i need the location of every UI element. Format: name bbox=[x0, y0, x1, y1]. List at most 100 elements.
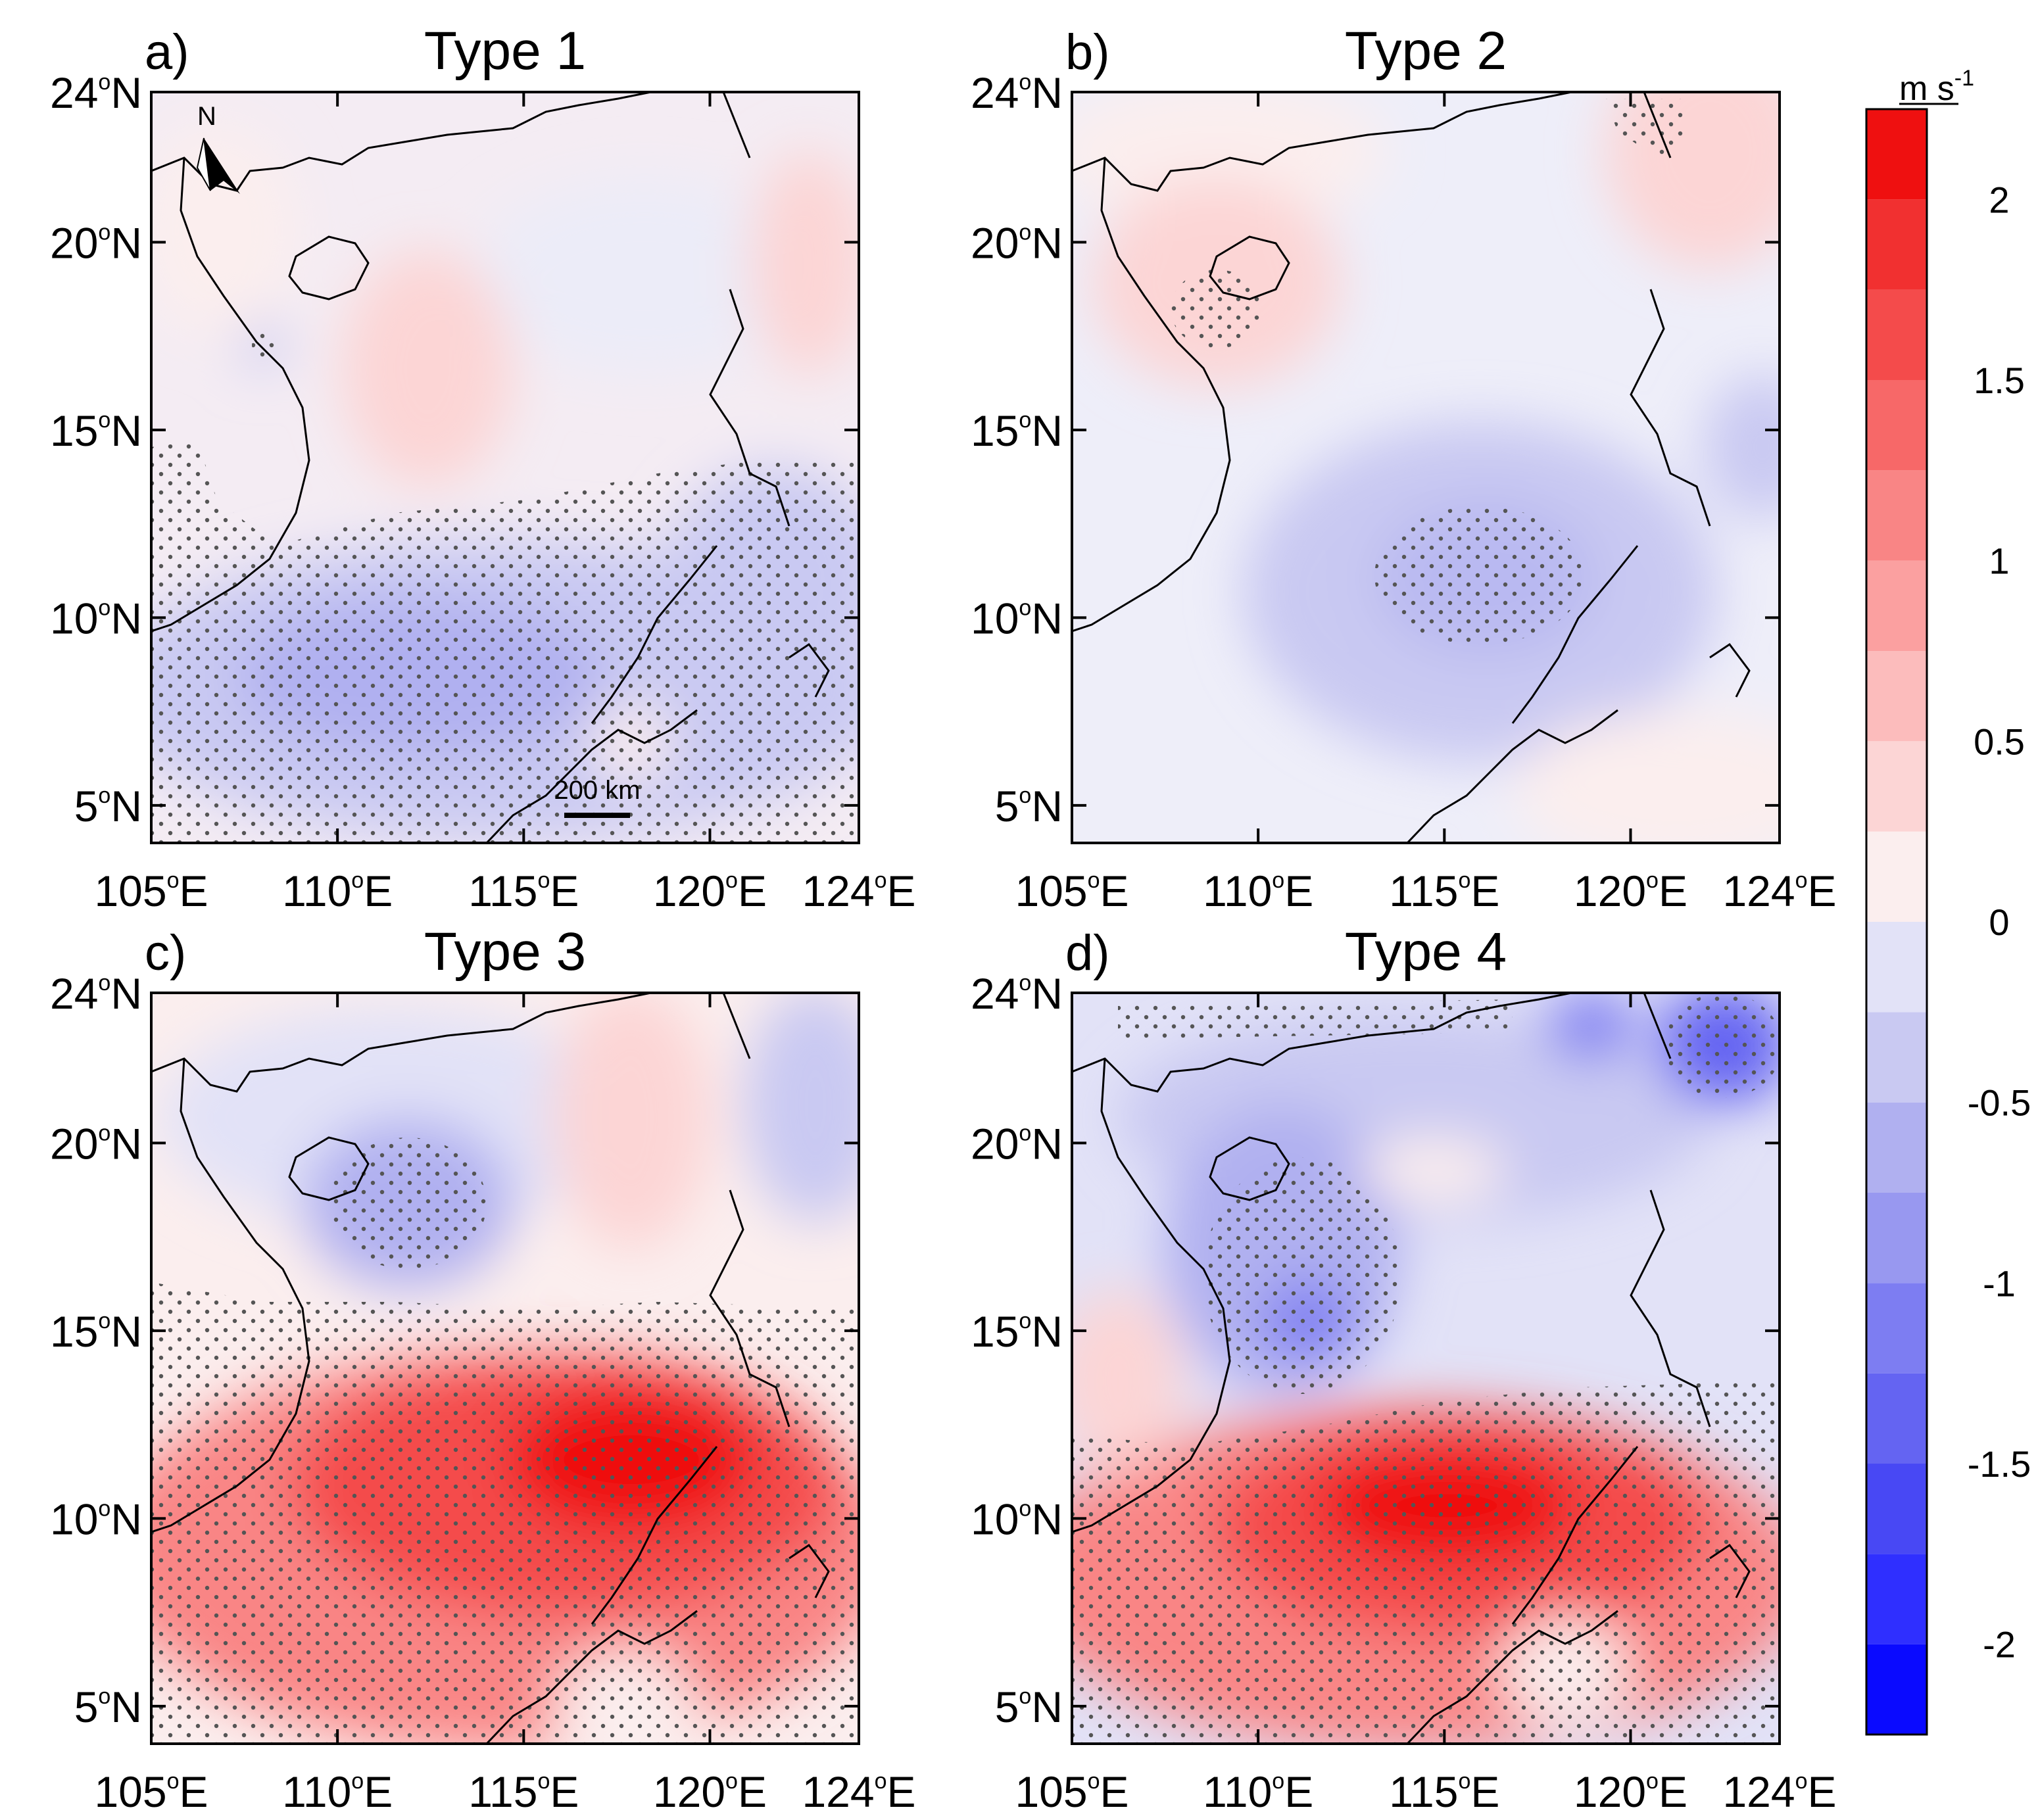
lat-hemisphere: N bbox=[110, 68, 142, 117]
degree-sign: o bbox=[1019, 783, 1031, 808]
lat-degree: 15 bbox=[971, 406, 1019, 455]
degree-sign: o bbox=[98, 1496, 110, 1521]
degree-sign: o bbox=[1019, 970, 1031, 995]
lat-hemisphere: N bbox=[110, 406, 142, 455]
degree-sign: o bbox=[98, 70, 110, 95]
lon-hemisphere: E bbox=[364, 1767, 393, 1816]
degree-sign: o bbox=[1272, 868, 1284, 893]
colorbar-box bbox=[1866, 831, 1927, 922]
degree-sign: o bbox=[1019, 70, 1031, 95]
colorbar-box bbox=[1866, 1102, 1927, 1193]
lat-tick-label: 24oN bbox=[50, 969, 142, 1018]
colorbar-tick-label: -1 bbox=[1983, 1262, 2016, 1304]
lon-degree: 105 bbox=[1015, 867, 1087, 915]
degree-sign: o bbox=[1795, 1769, 1808, 1794]
lon-tick-label: 115oE bbox=[468, 1767, 579, 1816]
degree-sign: o bbox=[725, 868, 738, 893]
lat-hemisphere: N bbox=[110, 969, 142, 1018]
degree-sign: o bbox=[1088, 1769, 1100, 1794]
lat-hemisphere: N bbox=[110, 1307, 142, 1356]
lat-degree: 20 bbox=[50, 1119, 98, 1168]
lon-degree: 105 bbox=[1015, 1767, 1087, 1816]
degree-sign: o bbox=[1019, 595, 1031, 620]
lon-degree: 120 bbox=[653, 1767, 725, 1816]
degree-sign: o bbox=[875, 868, 887, 893]
lon-degree: 115 bbox=[1389, 867, 1458, 915]
degree-sign: o bbox=[1458, 1769, 1470, 1794]
lat-degree: 15 bbox=[50, 1307, 98, 1356]
stipple-region bbox=[151, 1282, 859, 1744]
lat-degree: 15 bbox=[971, 1307, 1019, 1356]
lat-degree: 24 bbox=[50, 969, 98, 1018]
map-frame bbox=[150, 91, 860, 844]
lat-tick-label: 20oN bbox=[971, 218, 1063, 267]
scale-bar: 200 km bbox=[554, 776, 641, 818]
lat-degree: 5 bbox=[74, 782, 99, 830]
lat-hemisphere: N bbox=[1031, 68, 1063, 117]
lon-tick-label: 124oE bbox=[802, 1767, 915, 1816]
anomaly-field bbox=[1072, 92, 1780, 843]
panel-d: d) Type 4 bbox=[1065, 922, 1781, 1745]
degree-sign: o bbox=[1646, 868, 1659, 893]
lon-degree: 120 bbox=[1574, 867, 1646, 915]
colorbar-box bbox=[1866, 1554, 1927, 1644]
lat-degree: 10 bbox=[50, 594, 98, 642]
lat-hemisphere: N bbox=[1031, 1119, 1063, 1168]
lon-tick-label: 120oE bbox=[653, 1767, 767, 1816]
degree-sign: o bbox=[1019, 1496, 1031, 1521]
lat-tick-label: 15oN bbox=[971, 406, 1063, 455]
lat-hemisphere: N bbox=[110, 594, 142, 642]
degree-sign: o bbox=[98, 1684, 110, 1709]
degree-sign: o bbox=[351, 1769, 364, 1794]
lat-tick-label: 15oN bbox=[50, 406, 142, 455]
colorbar-box bbox=[1866, 651, 1927, 742]
map-frame bbox=[1071, 992, 1781, 1745]
lon-tick-label: 115oE bbox=[1389, 867, 1499, 915]
scale-bar-label: 200 km bbox=[554, 776, 640, 805]
colorbar-box bbox=[1866, 741, 1927, 832]
lon-degree: 124 bbox=[802, 867, 874, 915]
colorbar-box bbox=[1866, 560, 1927, 651]
lat-degree: 20 bbox=[50, 218, 98, 267]
lon-degree: 110 bbox=[282, 867, 351, 915]
anomaly-field bbox=[1072, 993, 1780, 1744]
colorbar-tick-label: 2 bbox=[1989, 179, 2009, 220]
colorbar-tick-label: -1.5 bbox=[1968, 1443, 2031, 1485]
panel-title: Type 4 bbox=[1345, 922, 1507, 982]
lon-hemisphere: E bbox=[1659, 867, 1687, 915]
degree-sign: o bbox=[98, 783, 110, 808]
degree-sign: o bbox=[98, 1308, 110, 1333]
lon-hemisphere: E bbox=[1470, 1767, 1499, 1816]
colorbar-unit: m s-1 bbox=[1899, 66, 1974, 108]
lon-degree: 115 bbox=[468, 1767, 537, 1816]
lat-hemisphere: N bbox=[110, 782, 142, 830]
colorbar-box bbox=[1866, 1193, 1927, 1283]
lat-degree: 24 bbox=[971, 969, 1019, 1018]
lon-degree: 105 bbox=[94, 1767, 166, 1816]
degree-sign: o bbox=[98, 1120, 110, 1145]
degree-sign: o bbox=[98, 220, 110, 245]
north-label: N bbox=[197, 102, 216, 131]
lon-tick-label: 105oE bbox=[94, 867, 208, 915]
colorbar-tick-label: 1.5 bbox=[1974, 360, 2025, 401]
lon-tick-label: 105oE bbox=[1015, 867, 1128, 915]
panel-b: b) Type 2 bbox=[1065, 21, 1781, 844]
lon-degree: 115 bbox=[1389, 1767, 1458, 1816]
lat-degree: 5 bbox=[995, 782, 1019, 830]
lat-degree: 5 bbox=[995, 1683, 1019, 1731]
lon-hemisphere: E bbox=[1100, 867, 1129, 915]
colorbar-box bbox=[1866, 1012, 1927, 1103]
lat-tick-label: 5oN bbox=[74, 1683, 142, 1731]
colorbar-box bbox=[1866, 1644, 1927, 1735]
degree-sign: o bbox=[167, 1769, 180, 1794]
lat-tick-label: 5oN bbox=[74, 782, 142, 830]
panel-letter: b) bbox=[1065, 24, 1110, 80]
lat-hemisphere: N bbox=[1031, 1307, 1063, 1356]
lon-hemisphere: E bbox=[1659, 1767, 1687, 1816]
lat-degree: 5 bbox=[74, 1683, 99, 1731]
colorbar-frame bbox=[1865, 108, 1928, 1736]
anomaly-field bbox=[151, 993, 859, 1744]
panel-letter: a) bbox=[145, 24, 189, 80]
degree-sign: o bbox=[167, 868, 180, 893]
lon-tick-label: 110oE bbox=[282, 1767, 393, 1816]
